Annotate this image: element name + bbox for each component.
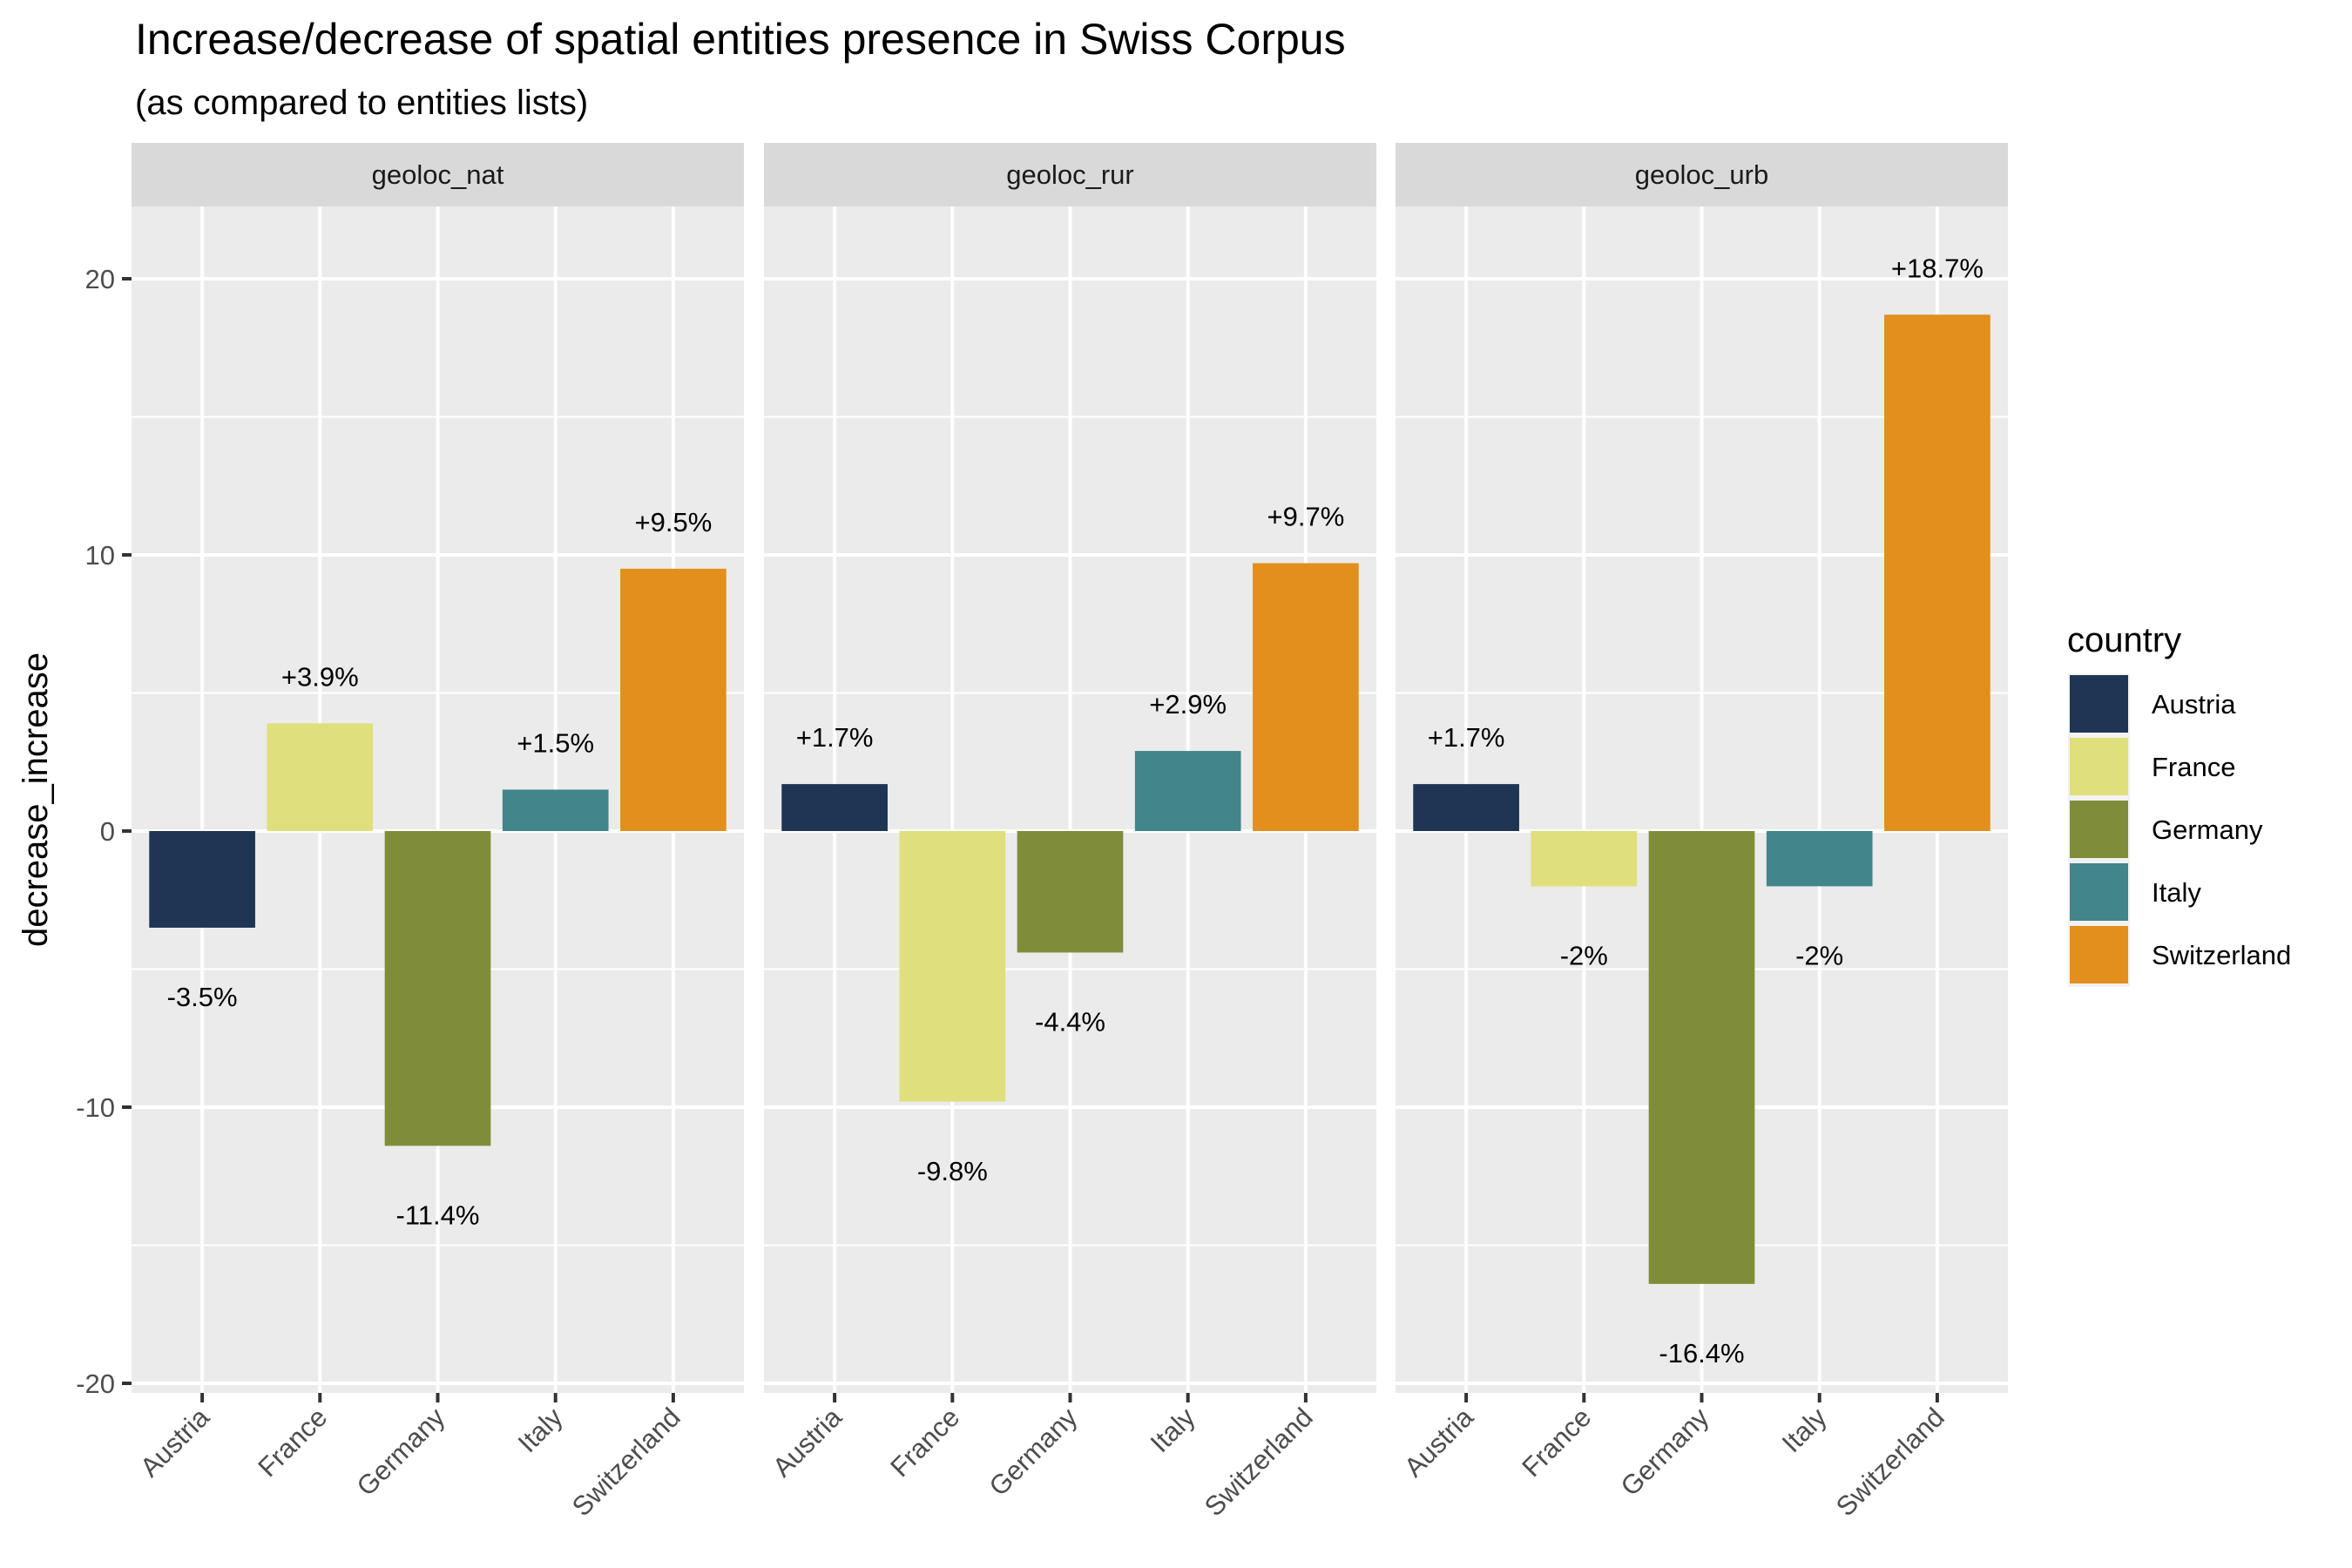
x-tick-label: Germany bbox=[1615, 1402, 1715, 1502]
facet-strip-label: geoloc_nat bbox=[372, 159, 504, 190]
data-label: +9.5% bbox=[635, 507, 713, 537]
bar-geoloc_rur-austria bbox=[781, 784, 888, 831]
bar-geoloc_rur-switzerland bbox=[1253, 563, 1359, 831]
x-tick-label: France bbox=[1516, 1402, 1597, 1483]
x-tick-label: Switzerland bbox=[566, 1402, 686, 1522]
y-tick-label: -20 bbox=[76, 1369, 115, 1399]
legend-swatch bbox=[2070, 926, 2128, 983]
legend-swatch bbox=[2070, 801, 2128, 858]
y-axis-title: decrease_increase bbox=[17, 652, 55, 947]
facet-panel-geoloc_urb: geoloc_urb +1.7% -2% -16.4% -2% +18.7% Austria… bbox=[1396, 143, 2008, 1522]
legend-swatch bbox=[2070, 675, 2128, 733]
legend-label: Austria bbox=[2152, 689, 2236, 720]
x-tick-label: Germany bbox=[351, 1402, 451, 1502]
facet-panels: geoloc_nat -3.5% +3.9% -11.4% +1.5% +9.5% Aust… bbox=[132, 143, 2008, 1522]
chart-title: Increase/decrease of spatial entities pr… bbox=[135, 15, 1346, 64]
bar-geoloc_rur-germany bbox=[1017, 831, 1124, 953]
bar-geoloc_urb-germany bbox=[1648, 831, 1755, 1284]
bar-geoloc_rur-italy bbox=[1134, 751, 1241, 831]
x-tick-label: Switzerland bbox=[1830, 1402, 1950, 1522]
bar-geoloc_urb-austria bbox=[1413, 784, 1519, 831]
legend-item-italy: Italy bbox=[2068, 862, 2201, 924]
legend-title: country bbox=[2067, 621, 2181, 659]
legend-item-switzerland: Switzerland bbox=[2068, 924, 2291, 987]
bar-geoloc_nat-switzerland bbox=[620, 568, 727, 831]
legend-label: France bbox=[2152, 752, 2235, 782]
data-label: -9.8% bbox=[917, 1156, 988, 1186]
legend-item-germany: Germany bbox=[2068, 799, 2263, 862]
bar-geoloc_urb-france bbox=[1531, 831, 1638, 887]
bar-geoloc_nat-germany bbox=[384, 831, 491, 1146]
legend-item-france: France bbox=[2068, 736, 2235, 799]
facet-panel-geoloc_rur: geoloc_rur +1.7% -9.8% -4.4% +2.9% +9.7% Austr… bbox=[764, 143, 1376, 1522]
facet-strip-label: geoloc_rur bbox=[1006, 159, 1133, 190]
data-label: +9.7% bbox=[1267, 502, 1345, 532]
data-label: +2.9% bbox=[1149, 689, 1227, 720]
data-label: +1.7% bbox=[796, 722, 874, 753]
legend-swatch bbox=[2070, 738, 2128, 795]
x-tick-label: Switzerland bbox=[1199, 1402, 1319, 1522]
bar-geoloc_nat-france bbox=[267, 723, 374, 831]
data-label: +1.7% bbox=[1428, 722, 1505, 753]
y-tick-label: 10 bbox=[85, 540, 115, 571]
x-tick-label: Italy bbox=[1145, 1402, 1201, 1458]
facet-panel-geoloc_nat: geoloc_nat -3.5% +3.9% -11.4% +1.5% +9.5% Aust… bbox=[132, 143, 744, 1522]
legend-swatch bbox=[2070, 863, 2128, 921]
data-label: +1.5% bbox=[517, 728, 594, 759]
legend-label: Switzerland bbox=[2152, 940, 2291, 970]
bar-geoloc_urb-italy bbox=[1766, 831, 1873, 887]
x-tick-label: Austria bbox=[1398, 1402, 1480, 1484]
facet-strip bbox=[132, 143, 744, 206]
legend: country Austria France Germany Italy Switzer… bbox=[2067, 621, 2291, 987]
legend-item-austria: Austria bbox=[2068, 673, 2236, 736]
data-label: -4.4% bbox=[1035, 1007, 1105, 1037]
y-axis: -20 -10 0 10 20 bbox=[76, 264, 132, 1399]
facet-strip-label: geoloc_urb bbox=[1635, 159, 1768, 190]
data-label: +3.9% bbox=[281, 661, 359, 692]
y-tick-label: 20 bbox=[85, 264, 115, 294]
x-tick-label: France bbox=[252, 1402, 333, 1483]
x-tick-label: Austria bbox=[767, 1402, 848, 1484]
data-label: -2% bbox=[1795, 941, 1843, 971]
bar-geoloc_urb-switzerland bbox=[1884, 314, 1990, 832]
bar-geoloc_nat-austria bbox=[149, 831, 255, 928]
data-label: -2% bbox=[1560, 941, 1608, 971]
data-label: -3.5% bbox=[167, 982, 238, 1012]
y-tick-label: -10 bbox=[76, 1092, 115, 1123]
bar-geoloc_rur-france bbox=[899, 831, 1006, 1102]
x-tick-label: Italy bbox=[1776, 1402, 1833, 1458]
chart-subtitle: (as compared to entities lists) bbox=[135, 84, 588, 122]
x-tick-label: Italy bbox=[512, 1402, 569, 1458]
data-label: -11.4% bbox=[396, 1200, 480, 1231]
legend-label: Italy bbox=[2152, 877, 2201, 908]
data-label: -16.4% bbox=[1659, 1338, 1744, 1369]
facet-strip bbox=[764, 143, 1376, 206]
x-tick-label: Austria bbox=[134, 1402, 216, 1484]
facet-strip bbox=[1396, 143, 2008, 206]
x-tick-label: Germany bbox=[983, 1402, 1084, 1502]
x-tick-label: France bbox=[884, 1402, 965, 1483]
data-label: +18.7% bbox=[1891, 253, 1984, 283]
legend-label: Germany bbox=[2152, 814, 2263, 845]
bar-geoloc_nat-italy bbox=[502, 789, 609, 831]
y-tick-label: 0 bbox=[100, 816, 115, 847]
